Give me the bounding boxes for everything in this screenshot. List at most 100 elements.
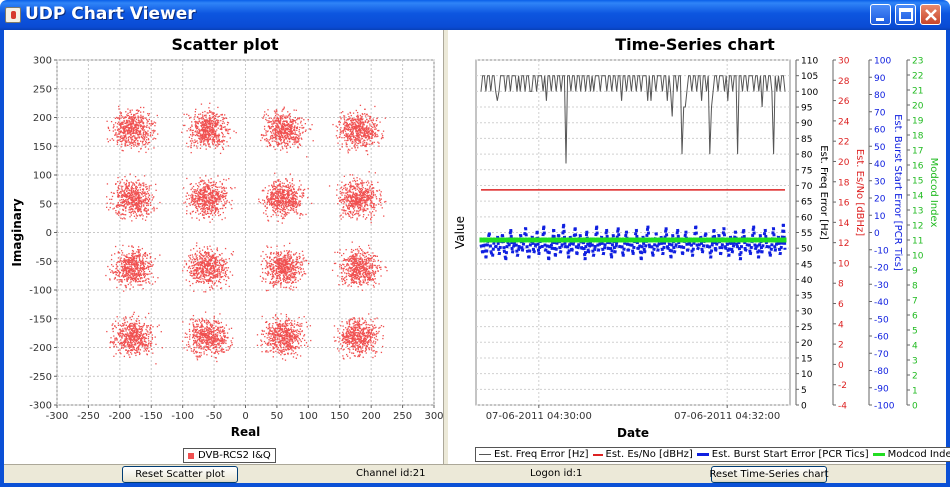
- data-point: [357, 134, 359, 136]
- data-point: [211, 206, 213, 208]
- data-point: [189, 129, 191, 132]
- data-point: [303, 126, 305, 129]
- data-point: [274, 127, 276, 130]
- data-point: [199, 188, 201, 191]
- data-point: [129, 271, 131, 273]
- data-point: [206, 123, 208, 126]
- data-point: [144, 273, 147, 275]
- data-point: [361, 126, 363, 128]
- data-point: [141, 116, 143, 118]
- data-point: [283, 141, 285, 143]
- data-point: [220, 128, 223, 130]
- data-point: [152, 197, 154, 199]
- data-point: [271, 136, 274, 138]
- data-point: [144, 146, 147, 148]
- data-point: [136, 186, 138, 189]
- data-point: [363, 124, 365, 126]
- data-point: [359, 192, 362, 195]
- data-point: [343, 175, 346, 177]
- data-point: [294, 131, 296, 133]
- data-point: [116, 140, 118, 142]
- data-point: [122, 275, 124, 277]
- split-pane-divider[interactable]: [443, 30, 449, 464]
- data-point: [297, 147, 299, 149]
- data-point: [130, 128, 133, 130]
- data-point: [349, 191, 351, 193]
- data-point: [214, 210, 217, 213]
- data-point: [131, 118, 134, 121]
- data-point: [130, 276, 132, 278]
- data-point: [122, 136, 124, 139]
- data-point: [272, 138, 274, 140]
- data-point: [157, 277, 159, 279]
- data-point: [191, 132, 194, 134]
- data-point: [363, 214, 365, 216]
- data-point: [281, 110, 283, 112]
- data-point: [137, 198, 140, 200]
- data-point: [156, 114, 158, 117]
- title-bar[interactable]: UDP Chart Viewer: [0, 0, 950, 30]
- maximize-button[interactable]: [895, 4, 916, 25]
- data-point: [131, 132, 134, 135]
- data-point: [195, 130, 197, 132]
- data-point: [292, 139, 295, 141]
- close-button[interactable]: [920, 4, 941, 25]
- data-point: [354, 194, 357, 196]
- data-point: [133, 114, 135, 117]
- data-point: [343, 127, 346, 130]
- data-point: [271, 121, 273, 123]
- data-point: [304, 130, 307, 133]
- data-point: [280, 119, 282, 121]
- data-point: [125, 210, 127, 212]
- data-point: [137, 143, 139, 146]
- data-point: [212, 200, 214, 202]
- data-point: [293, 200, 295, 203]
- data-point: [126, 278, 128, 280]
- data-point: [147, 112, 149, 115]
- data-point: [275, 109, 278, 111]
- scatter-plot[interactable]: -300 -250 -200 -150 -100 -50 0 50 100 150 200 250 30…: [4, 52, 443, 444]
- data-point: [378, 142, 380, 144]
- data-point: [131, 262, 133, 265]
- data-point: [356, 177, 358, 179]
- data-point: [212, 202, 214, 205]
- data-point: [354, 192, 357, 194]
- data-point: [125, 193, 127, 196]
- data-point: [197, 203, 199, 205]
- data-point: [349, 205, 351, 207]
- data-point: [365, 128, 368, 130]
- data-point: [268, 121, 270, 123]
- data-point: [143, 280, 145, 282]
- data-point: [348, 115, 350, 118]
- data-point: [139, 284, 141, 286]
- data-point: [144, 275, 146, 277]
- data-point: [136, 205, 138, 207]
- data-point: [119, 199, 121, 201]
- data-point: [353, 141, 355, 143]
- data-point: [283, 106, 285, 108]
- data-point: [363, 191, 365, 193]
- data-point: [120, 280, 122, 282]
- data-point: [128, 253, 130, 255]
- data-point: [194, 141, 197, 143]
- minimize-button[interactable]: [870, 4, 891, 25]
- data-point: [199, 180, 202, 182]
- data-point: [301, 194, 304, 196]
- data-point: [121, 131, 123, 133]
- data-point: [126, 122, 128, 124]
- data-point: [282, 132, 284, 134]
- data-point: [274, 133, 276, 135]
- data-point: [270, 215, 272, 218]
- data-point: [287, 195, 289, 197]
- data-point: [267, 140, 269, 143]
- data-point: [352, 136, 355, 139]
- data-point: [208, 119, 211, 121]
- data-point: [287, 200, 290, 203]
- data-point: [132, 122, 134, 125]
- data-point: [352, 194, 354, 196]
- data-point: [106, 138, 109, 140]
- data-point: [369, 125, 371, 127]
- data-point: [279, 211, 282, 214]
- data-point: [129, 123, 131, 126]
- data-point: [204, 211, 206, 213]
